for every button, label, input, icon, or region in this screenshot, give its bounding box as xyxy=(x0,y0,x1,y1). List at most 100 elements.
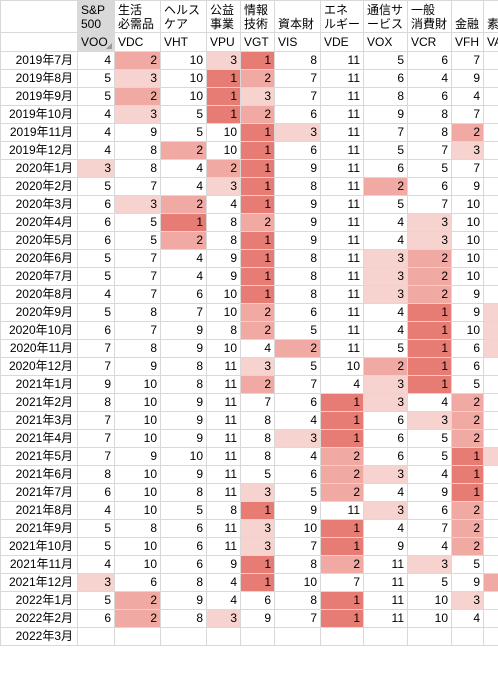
month-cell[interactable]: 2020年6月 xyxy=(0,249,78,268)
month-cell[interactable]: 2020年11月 xyxy=(0,339,78,358)
rank-cell[interactable]: 9 xyxy=(160,321,207,340)
rank-cell[interactable]: 11 xyxy=(320,249,364,268)
rank-cell[interactable]: 11 xyxy=(206,375,241,394)
rank-cell[interactable]: 1 xyxy=(240,141,275,160)
rank-cell[interactable]: 2 xyxy=(407,285,452,304)
rank-cell[interactable]: 10 xyxy=(274,519,321,538)
rank-cell[interactable]: 5 xyxy=(451,555,484,574)
rank-cell[interactable]: 11 xyxy=(320,231,364,250)
rank-cell[interactable]: 8 xyxy=(483,69,498,88)
rank-cell[interactable]: 6 xyxy=(483,375,498,394)
rank-cell[interactable]: 2 xyxy=(451,411,484,430)
rank-cell[interactable] xyxy=(451,627,484,646)
rank-cell[interactable]: 9 xyxy=(240,609,275,628)
rank-cell[interactable]: 8 xyxy=(483,537,498,556)
rank-cell[interactable]: 2 xyxy=(240,303,275,322)
ticker-header-cell[interactable]: VAW xyxy=(483,32,498,52)
rank-cell[interactable]: 1 xyxy=(240,231,275,250)
rank-cell[interactable]: 3 xyxy=(483,339,498,358)
rank-cell[interactable]: 6 xyxy=(363,411,408,430)
rank-cell[interactable] xyxy=(483,627,498,646)
rank-cell[interactable]: 8 xyxy=(206,501,241,520)
rank-cell[interactable]: 11 xyxy=(206,537,241,556)
rank-cell[interactable]: 4 xyxy=(363,519,408,538)
rank-cell[interactable]: 11 xyxy=(206,393,241,412)
month-cell[interactable]: 2020年10月 xyxy=(0,321,78,340)
rank-cell[interactable]: 11 xyxy=(320,123,364,142)
rank-cell[interactable]: 1 xyxy=(320,591,364,610)
rank-cell[interactable]: 5 xyxy=(274,483,321,502)
month-cell[interactable]: 2019年8月 xyxy=(0,69,78,88)
rank-cell[interactable]: 7 xyxy=(114,285,161,304)
month-cell[interactable]: 2021年10月 xyxy=(0,537,78,556)
rank-cell[interactable]: 3 xyxy=(407,213,452,232)
rank-cell[interactable]: 5 xyxy=(483,285,498,304)
rank-cell[interactable]: 10 xyxy=(483,177,498,196)
rank-cell[interactable]: 3 xyxy=(451,591,484,610)
rank-cell[interactable]: 1 xyxy=(320,537,364,556)
rank-cell[interactable]: 2 xyxy=(160,141,207,160)
rank-cell[interactable]: 11 xyxy=(320,267,364,286)
rank-cell[interactable]: 2 xyxy=(240,321,275,340)
rank-cell[interactable]: 2 xyxy=(240,375,275,394)
rank-cell[interactable]: 3 xyxy=(451,141,484,160)
rank-cell[interactable]: 6 xyxy=(160,537,207,556)
rank-cell[interactable]: 1 xyxy=(206,69,241,88)
month-cell[interactable]: 2021年11月 xyxy=(0,555,78,574)
month-cell[interactable]: 2019年7月 xyxy=(0,51,78,70)
rank-cell[interactable]: 4 xyxy=(77,141,115,160)
rank-cell[interactable]: 6 xyxy=(407,177,452,196)
rank-cell[interactable]: 4 xyxy=(363,483,408,502)
rank-cell[interactable]: 6 xyxy=(363,429,408,448)
rank-cell[interactable]: 10 xyxy=(160,69,207,88)
rank-cell[interactable]: 7 xyxy=(240,393,275,412)
rank-cell[interactable]: 3 xyxy=(77,159,115,178)
rank-cell[interactable]: 7 xyxy=(483,501,498,520)
rank-cell[interactable]: 7 xyxy=(451,51,484,70)
rank-cell[interactable]: 1 xyxy=(240,51,275,70)
rank-cell[interactable]: 9 xyxy=(160,393,207,412)
ticker-header-cell[interactable]: VDC xyxy=(114,32,161,52)
rank-cell[interactable]: 10 xyxy=(206,339,241,358)
rank-cell[interactable]: 5 xyxy=(274,321,321,340)
rank-cell[interactable]: 11 xyxy=(206,429,241,448)
rank-cell[interactable]: 4 xyxy=(240,339,275,358)
rank-cell[interactable]: 5 xyxy=(274,357,321,376)
rank-cell[interactable]: 6 xyxy=(77,321,115,340)
rank-cell[interactable]: 7 xyxy=(114,321,161,340)
rank-cell[interactable]: 5 xyxy=(77,303,115,322)
month-cell[interactable]: 2020年4月 xyxy=(0,213,78,232)
rank-cell[interactable]: 7 xyxy=(320,573,364,592)
rank-cell[interactable]: 10 xyxy=(320,357,364,376)
month-cell[interactable]: 2022年3月 xyxy=(0,627,78,646)
rank-cell[interactable]: 9 xyxy=(483,87,498,106)
rank-cell[interactable]: 8 xyxy=(206,321,241,340)
rank-cell[interactable]: 7 xyxy=(77,411,115,430)
rank-cell[interactable]: 7 xyxy=(114,177,161,196)
rank-cell[interactable]: 4 xyxy=(363,213,408,232)
rank-cell[interactable]: 11 xyxy=(320,177,364,196)
rank-cell[interactable]: 7 xyxy=(274,537,321,556)
month-cell[interactable]: 2019年11月 xyxy=(0,123,78,142)
rank-cell[interactable]: 3 xyxy=(274,429,321,448)
rank-cell[interactable]: 4 xyxy=(160,249,207,268)
rank-cell[interactable]: 6 xyxy=(160,285,207,304)
rank-cell[interactable]: 8 xyxy=(206,231,241,250)
rank-cell[interactable]: 3 xyxy=(363,285,408,304)
rank-cell[interactable]: 11 xyxy=(320,321,364,340)
month-cell[interactable]: 2020年5月 xyxy=(0,231,78,250)
rank-cell[interactable]: 2 xyxy=(114,87,161,106)
rank-cell[interactable]: 11 xyxy=(320,105,364,124)
rank-cell[interactable]: 1 xyxy=(240,555,275,574)
rank-cell[interactable]: 2 xyxy=(363,177,408,196)
rank-cell[interactable]: 6 xyxy=(407,51,452,70)
rank-cell[interactable]: 4 xyxy=(206,573,241,592)
rank-cell[interactable]: 9 xyxy=(274,159,321,178)
rank-cell[interactable]: 6 xyxy=(240,591,275,610)
corner-cell[interactable] xyxy=(0,32,78,52)
rank-cell[interactable]: 3 xyxy=(206,609,241,628)
rank-cell[interactable]: 3 xyxy=(274,123,321,142)
rank-cell[interactable]: 10 xyxy=(114,537,161,556)
rank-cell[interactable]: 2 xyxy=(274,339,321,358)
rank-cell[interactable]: 6 xyxy=(77,483,115,502)
